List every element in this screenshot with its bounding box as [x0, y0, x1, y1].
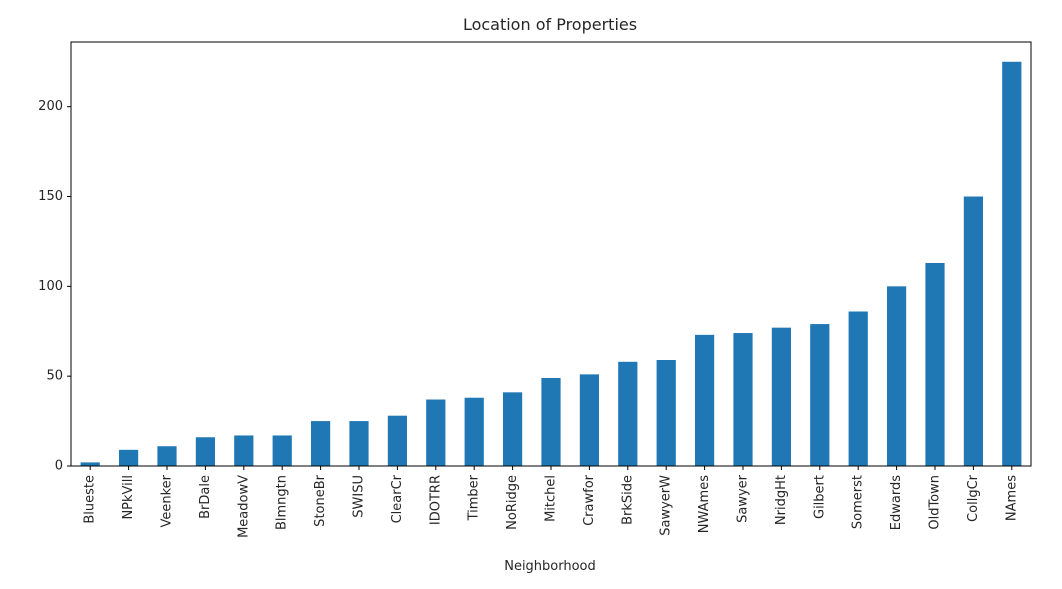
bar-gilbert: [810, 324, 830, 466]
x-tick-label: Blmngtn: [275, 475, 290, 530]
x-tick-label: NAmes: [1004, 475, 1019, 521]
x-tick-label: Veenker: [160, 474, 175, 527]
x-tick-label: SWISU: [352, 475, 367, 518]
bar-clearcr: [387, 415, 407, 466]
x-tick-label: Sawyer: [736, 474, 751, 523]
bar-npkvill: [119, 449, 139, 466]
bar-collgcr: [963, 196, 983, 466]
x-tick-label: Crawfor: [582, 474, 597, 526]
x-tick-label: ClearCr: [390, 474, 405, 523]
y-tick-label: 0: [55, 459, 63, 474]
chart-title: Location of Properties: [463, 15, 637, 34]
x-tick-label: NPkVill: [121, 475, 136, 520]
bar-idotrr: [426, 399, 446, 466]
x-tick-label: Edwards: [889, 475, 904, 530]
x-tick-label: SawyerW: [659, 475, 674, 536]
x-tick-label: MeadowV: [236, 475, 251, 538]
x-axis-label: Neighborhood: [504, 559, 596, 574]
x-tick-label: OldTown: [928, 475, 943, 530]
x-tick-label: NWAmes: [697, 475, 712, 533]
x-tick-label: NridgHt: [774, 475, 789, 525]
bar-crawfor: [579, 374, 599, 466]
y-tick-label: 50: [46, 369, 63, 384]
bar-names: [1002, 61, 1022, 467]
x-tick-label: StoneBr: [313, 474, 328, 526]
bar-nwames: [695, 334, 715, 466]
plot-frame: [70, 41, 1032, 467]
bars-group: [80, 61, 1022, 467]
x-tick-label: NoRidge: [505, 475, 520, 530]
bar-noridge: [503, 392, 523, 466]
x-tick-label: Somerst: [851, 475, 866, 529]
bar-swisu: [349, 421, 369, 466]
x-axis-ticks: Blueste NPkVill Veenker BrDale MeadowV Blmngt…: [83, 466, 1019, 538]
x-tick-label: Timber: [467, 474, 482, 521]
bar-sawyer: [733, 333, 753, 466]
bar-veenker: [157, 446, 177, 466]
bar-mitchel: [541, 377, 561, 466]
bar-sawyerw: [656, 360, 676, 466]
bar-brkside: [618, 361, 638, 466]
x-tick-label: BrDale: [198, 475, 213, 519]
bar-blmngtn: [272, 435, 292, 466]
bar-oldtown: [925, 262, 945, 466]
y-tick-label: 150: [38, 189, 63, 204]
bar-somerst: [848, 311, 868, 466]
y-tick-label: 100: [38, 279, 63, 294]
x-tick-label: Mitchel: [544, 475, 559, 522]
bar-brdale: [195, 437, 215, 466]
bar-blueste: [80, 462, 100, 466]
x-tick-label: IDOTRR: [428, 475, 443, 525]
bar-nridght: [771, 327, 791, 466]
y-axis-ticks: 0 50 100 150 200: [38, 99, 71, 474]
bar-stonebr: [311, 421, 331, 466]
bar-meadowv: [234, 435, 254, 466]
y-tick-label: 200: [38, 99, 63, 114]
bar-timber: [464, 397, 484, 466]
x-tick-label: CollgCr: [966, 474, 981, 522]
x-tick-label: BrkSide: [620, 475, 635, 525]
bar-edwards: [887, 286, 907, 466]
x-tick-label: Gilbert: [812, 475, 827, 519]
x-tick-label: Blueste: [83, 475, 98, 524]
